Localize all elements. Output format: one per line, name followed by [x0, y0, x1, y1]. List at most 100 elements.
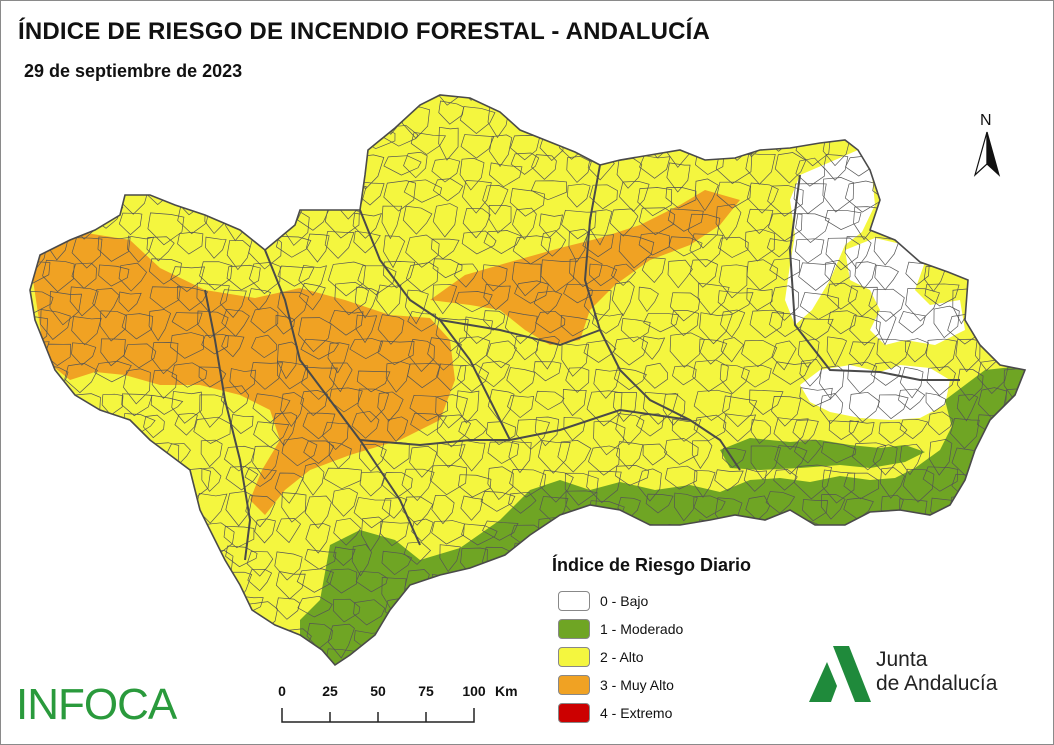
municipality-boundary: [481, 596, 518, 634]
municipality-boundary: [90, 594, 127, 616]
municipality-boundary: [461, 230, 497, 255]
municipality-boundary: [795, 157, 825, 187]
municipality-boundary: [669, 292, 701, 322]
municipality-boundary: [952, 237, 986, 268]
municipality-boundary: [458, 474, 492, 498]
municipality-boundary: [722, 395, 758, 428]
municipality-boundary: [1003, 649, 1025, 665]
municipality-boundary: [821, 441, 857, 464]
municipality-boundary: [353, 230, 381, 254]
municipality-boundary: [894, 152, 934, 180]
municipality-boundary: [745, 229, 775, 262]
municipality-boundary: [534, 416, 560, 447]
municipality-boundary: [98, 131, 137, 165]
municipality-boundary: [688, 213, 721, 249]
municipality-boundary: [950, 417, 980, 449]
municipality-boundary: [1030, 183, 1054, 214]
municipality-boundary: [927, 95, 955, 106]
municipality-boundary: [899, 418, 929, 440]
map-date: 29 de septiembre de 2023: [24, 61, 243, 81]
municipality-boundary: [178, 649, 206, 665]
municipality-boundary: [282, 186, 316, 210]
municipality-boundary: [975, 286, 1013, 315]
municipality-boundary: [1037, 78, 1054, 110]
legend: Índice de Riesgo Diario 0 - Bajo 1 - Mod…: [552, 555, 751, 723]
municipality-boundary: [771, 396, 802, 427]
municipality-boundary: [117, 488, 155, 512]
municipality-boundary: [642, 443, 668, 466]
municipality-boundary: [174, 492, 198, 513]
municipality-boundary: [619, 180, 650, 212]
municipality-boundary: [899, 95, 934, 113]
municipality-boundary: [30, 103, 42, 131]
municipality-boundary: [664, 438, 699, 465]
municipality-boundary: [403, 541, 432, 565]
municipality-boundary: [742, 103, 770, 137]
municipality-boundary: [668, 597, 692, 619]
municipality-boundary: [694, 178, 719, 212]
municipality-boundary: [30, 576, 42, 607]
municipality-boundary: [793, 439, 822, 464]
municipality-boundary: [331, 487, 358, 517]
municipality-boundary: [219, 650, 252, 665]
municipality-boundary: [925, 392, 947, 413]
municipality-boundary: [152, 468, 180, 495]
municipality-boundary: [512, 207, 537, 240]
municipality-boundary: [693, 133, 722, 157]
municipality-boundary: [982, 547, 1016, 573]
municipality-boundary: [673, 103, 695, 135]
municipality-boundary: [30, 95, 41, 104]
municipality-boundary: [432, 178, 464, 202]
municipality-boundary: [309, 105, 329, 127]
municipality-boundary: [905, 288, 940, 322]
municipality-boundary: [144, 153, 179, 188]
municipality-boundary: [117, 156, 145, 186]
municipality-boundary: [352, 212, 383, 239]
municipality-boundary: [480, 490, 516, 512]
municipality-boundary: [714, 469, 744, 492]
municipality-boundary: [872, 444, 898, 476]
municipality-boundary: [999, 468, 1025, 498]
municipality-boundary: [96, 180, 118, 213]
municipality-boundary: [662, 392, 686, 426]
municipality-boundary: [118, 291, 142, 312]
municipality-boundary: [749, 309, 785, 339]
municipality-boundary: [1009, 211, 1025, 233]
municipality-boundary: [462, 569, 496, 601]
municipality-boundary: [48, 595, 74, 623]
municipality-boundary: [713, 95, 741, 105]
municipality-boundary: [201, 467, 222, 492]
municipality-boundary: [932, 571, 962, 605]
municipality-boundary: [357, 388, 390, 423]
municipality-boundary: [823, 543, 852, 568]
municipality-boundary: [637, 523, 667, 558]
municipality-boundary: [671, 682, 703, 707]
municipality-boundary: [719, 654, 751, 665]
municipality-boundary: [613, 367, 647, 391]
municipality-boundary: [201, 334, 229, 355]
municipality-boundary: [403, 179, 443, 203]
municipality-boundary: [508, 441, 532, 474]
municipality-boundary: [120, 630, 145, 663]
municipality-boundary: [97, 236, 131, 262]
municipality-boundary: [1030, 439, 1054, 463]
north-arrow-icon: [973, 131, 1001, 177]
municipality-boundary: [300, 390, 328, 417]
municipality-boundary: [98, 520, 125, 552]
municipality-boundary: [330, 161, 356, 193]
municipality-boundary: [561, 209, 597, 240]
municipality-boundary: [557, 440, 592, 473]
municipality-boundary: [30, 180, 52, 208]
municipality-boundary: [513, 625, 539, 652]
municipality-boundary: [487, 389, 515, 424]
municipality-boundary: [349, 338, 383, 360]
municipality-boundary: [69, 647, 104, 665]
municipality-boundary: [1028, 109, 1048, 135]
municipality-boundary: [671, 418, 702, 442]
municipality-boundary: [305, 523, 331, 554]
municipality-boundary: [848, 391, 880, 423]
municipality-boundary: [123, 343, 157, 369]
municipality-boundary: [693, 414, 727, 442]
municipality-boundary: [248, 624, 286, 657]
municipality-boundary: [954, 575, 989, 603]
